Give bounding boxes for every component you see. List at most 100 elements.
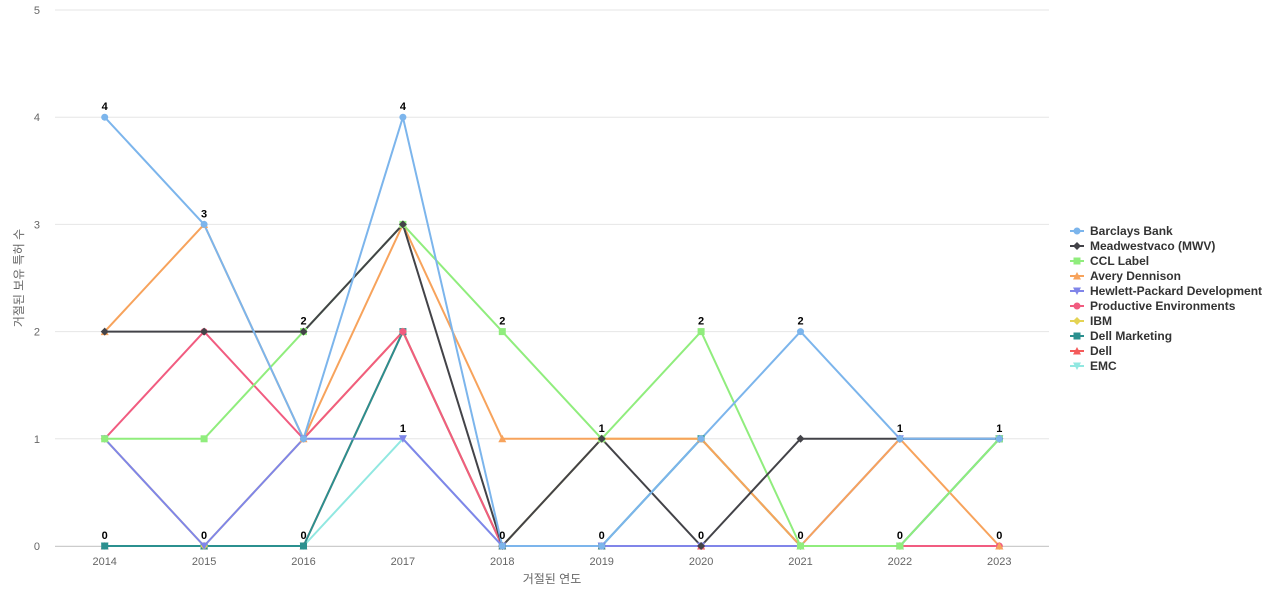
legend-label: Hewlett-Packard Development [1090,284,1262,298]
data-point [697,542,706,550]
data-point [1073,287,1081,295]
x-tick-label: 2017 [391,556,415,568]
legend-label: EMC [1090,359,1117,373]
x-tick-label: 2016 [291,556,315,568]
series-markers [100,113,1004,550]
data-point [498,434,507,443]
data-point [300,542,307,550]
x-tick-label: 2020 [689,556,713,568]
data-point [498,328,506,336]
data-point [1073,347,1081,355]
legend-item: Productive Environments [1070,299,1236,313]
data-point [200,542,209,550]
data-label: 1 [400,423,406,435]
legend-item: IBM [1070,314,1112,328]
data-point [896,435,904,443]
data-label: 0 [698,530,704,542]
legend-label: Dell Marketing [1090,329,1172,343]
data-point [300,435,307,443]
data-point [101,542,109,550]
data-point [797,328,804,336]
y-tick-label: 2 [34,327,40,339]
data-point [101,435,109,443]
data-point [995,542,1004,550]
legend-item: Dell Marketing [1070,329,1172,343]
data-label: 2 [499,316,505,328]
data-point [796,434,805,443]
data-point [399,113,407,121]
data-point [1073,362,1081,370]
legend-label: IBM [1090,314,1112,328]
data-point [598,542,606,550]
y-axis: 0 1 2 3 4 5 [34,5,40,553]
data-label: 0 [599,530,605,542]
data-point [200,220,208,228]
data-point [200,435,208,443]
data-label: 2 [797,316,803,328]
data-point [100,327,109,336]
data-point [1073,302,1081,310]
data-point [697,435,705,443]
legend-label: Dell [1090,344,1112,358]
legend-label: Avery Dennison [1090,269,1181,283]
data-point [1073,317,1081,325]
data-point [995,435,1003,443]
y-tick-label: 4 [34,112,40,124]
data-point [1073,242,1081,250]
data-point [597,434,606,443]
data-label: 0 [996,530,1002,542]
data-point [1073,332,1081,340]
x-axis-title: 거절된 연도 [523,572,582,586]
legend-item: CCL Label [1070,254,1149,268]
legend-label: Barclays Bank [1090,224,1173,238]
series-line [103,116,1001,547]
y-tick-label: 3 [34,219,40,231]
series-line [103,223,1001,547]
data-label: 2 [300,316,306,328]
data-point [399,328,407,336]
data-point [697,328,705,336]
data-label: 0 [499,530,505,542]
y-tick-label: 1 [34,434,40,446]
data-point [299,327,308,336]
data-label: 3 [201,208,207,220]
data-point [1073,272,1081,280]
data-label: 0 [897,530,903,542]
data-point [1073,227,1081,235]
legend-item: Meadwestvaco (MWV) [1070,239,1215,253]
y-tick-label: 0 [34,541,40,553]
data-point [101,113,109,121]
x-tick-label: 2014 [92,556,116,568]
data-label: 0 [201,530,207,542]
data-label: 1 [996,423,1002,435]
legend-item: EMC [1070,359,1117,373]
data-label: 0 [797,530,803,542]
data-label: 1 [599,423,605,435]
data-label: 0 [102,530,108,542]
data-point [797,542,804,550]
x-tick-label: 2021 [788,556,812,568]
legend-label: Productive Environments [1090,299,1236,313]
legend-item: Dell [1070,344,1112,358]
series-lines [103,116,1001,547]
data-point [498,542,506,550]
data-point [200,327,209,336]
data-label: 1 [897,423,903,435]
x-tick-label: 2023 [987,556,1011,568]
data-labels: 4 3 2 4 2 1 2 2 1 1 0 0 0 1 0 0 0 0 0 0 [102,101,1003,542]
data-label: 4 [400,101,407,113]
data-label: 2 [698,316,704,328]
x-tick-label: 2018 [490,556,514,568]
grid [55,9,1049,547]
legend-label: CCL Label [1090,254,1149,268]
x-tick-label: 2015 [192,556,216,568]
legend-item: Hewlett-Packard Development [1070,284,1262,298]
x-tick-label: 2022 [888,556,912,568]
data-label: 0 [300,530,306,542]
data-point [398,220,407,229]
legend-item: Avery Dennison [1070,269,1181,283]
data-label: 4 [102,101,109,113]
legend-item: Barclays Bank [1070,224,1173,238]
